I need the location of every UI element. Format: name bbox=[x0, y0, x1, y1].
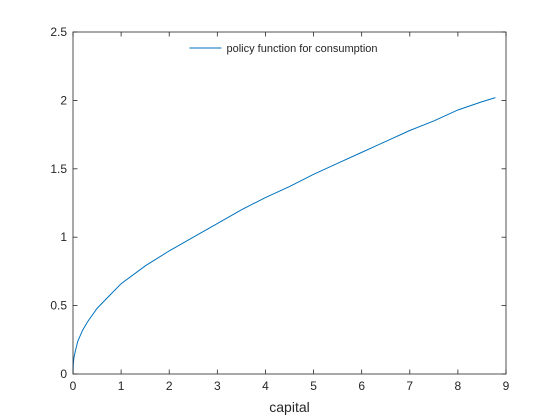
y-tick-label: 2 bbox=[60, 93, 67, 107]
x-tick-label: 4 bbox=[262, 379, 269, 393]
x-axis-label: capital bbox=[269, 399, 309, 415]
x-tick-label: 6 bbox=[358, 379, 365, 393]
x-tick-label: 0 bbox=[70, 379, 77, 393]
y-tick-label: 1 bbox=[60, 230, 67, 244]
x-tick-label: 3 bbox=[214, 379, 221, 393]
y-tick-label: 2.5 bbox=[50, 25, 67, 39]
x-tick-label: 9 bbox=[503, 379, 510, 393]
legend-label: policy function for consumption bbox=[227, 43, 378, 55]
y-tick-label: 0.5 bbox=[50, 299, 67, 313]
x-tick-label: 8 bbox=[455, 379, 462, 393]
x-tick-label: 2 bbox=[166, 379, 173, 393]
y-tick-label: 0 bbox=[60, 367, 67, 381]
plot-background bbox=[73, 32, 506, 374]
legend: policy function for consumption bbox=[184, 39, 400, 57]
x-tick-label: 5 bbox=[310, 379, 317, 393]
x-tick-label: 7 bbox=[406, 379, 413, 393]
plot-area bbox=[73, 32, 506, 374]
y-tick-label: 1.5 bbox=[50, 162, 67, 176]
x-tick-label: 1 bbox=[118, 379, 125, 393]
